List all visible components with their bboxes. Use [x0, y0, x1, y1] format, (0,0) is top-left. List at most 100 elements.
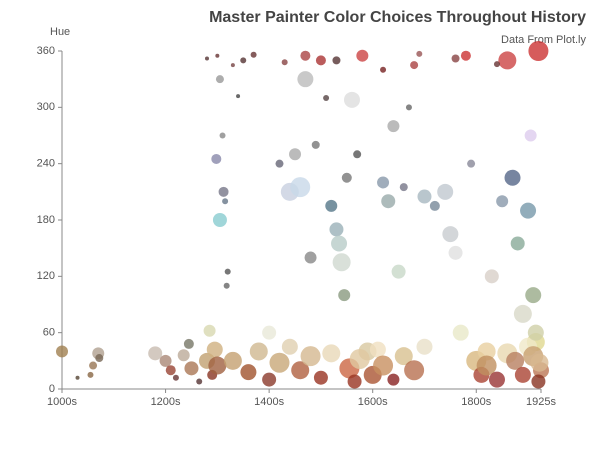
point	[510, 236, 525, 251]
x-tick-label: 1000s	[47, 396, 77, 408]
point	[89, 361, 98, 370]
point	[206, 341, 223, 358]
point	[297, 71, 314, 88]
point	[405, 104, 412, 111]
point	[281, 59, 288, 66]
y-tick-label: 0	[49, 383, 55, 395]
point	[347, 374, 362, 389]
point	[183, 338, 194, 349]
point	[230, 63, 235, 68]
point	[520, 202, 537, 219]
point	[177, 349, 190, 362]
point	[498, 51, 517, 70]
point	[437, 183, 454, 200]
point	[315, 55, 326, 66]
point	[381, 194, 396, 209]
point	[208, 356, 227, 375]
point	[404, 360, 425, 381]
point	[75, 375, 80, 380]
point	[417, 189, 432, 204]
point	[300, 346, 321, 367]
point	[488, 371, 505, 388]
point	[95, 354, 104, 363]
point	[531, 374, 546, 389]
point	[460, 50, 471, 61]
point	[165, 365, 176, 376]
point	[356, 49, 369, 62]
point	[452, 324, 469, 341]
y-tick-label: 180	[37, 214, 55, 226]
point	[448, 245, 463, 260]
point	[323, 94, 330, 101]
point	[353, 150, 362, 159]
point	[477, 342, 496, 361]
point	[148, 346, 163, 361]
point	[399, 183, 408, 192]
point	[172, 374, 179, 381]
point	[224, 268, 231, 275]
point	[331, 235, 348, 252]
point	[380, 66, 387, 73]
point	[211, 153, 222, 164]
point	[203, 324, 216, 337]
point	[506, 351, 525, 370]
point	[281, 338, 298, 355]
point	[222, 198, 229, 205]
point	[236, 94, 241, 99]
point	[289, 148, 302, 161]
point	[215, 75, 224, 84]
point	[322, 344, 341, 363]
point	[311, 140, 320, 149]
point	[525, 287, 542, 304]
point	[416, 50, 423, 57]
point	[442, 226, 459, 243]
point	[349, 348, 370, 369]
point	[373, 355, 394, 376]
point	[429, 200, 440, 211]
y-tick-label: 60	[43, 327, 55, 339]
y-tick-label: 360	[37, 45, 55, 57]
point	[184, 361, 199, 376]
point	[467, 159, 476, 168]
x-tick-label: 1600s	[358, 396, 388, 408]
point	[290, 177, 311, 198]
point	[304, 251, 317, 264]
point	[341, 172, 352, 183]
x-tick-label: 1925s	[526, 396, 556, 408]
point	[387, 373, 400, 386]
point	[223, 282, 230, 289]
point	[387, 120, 400, 133]
chart-title: Master Painter Color Choices Throughout …	[209, 9, 586, 26]
point	[250, 51, 257, 58]
chart-subtitle: Data From Plot.ly	[501, 34, 586, 46]
point	[484, 269, 499, 284]
point	[524, 129, 537, 142]
point	[87, 371, 94, 378]
point	[249, 342, 268, 361]
point	[391, 264, 406, 279]
x-tick-label: 1800s	[461, 396, 491, 408]
y-tick-label: 120	[37, 270, 55, 282]
y-tick-label: 300	[37, 101, 55, 113]
point	[275, 159, 284, 168]
point	[476, 355, 497, 376]
point	[325, 199, 338, 212]
point	[262, 325, 277, 340]
point	[527, 324, 544, 341]
x-tick-label: 1400s	[254, 396, 284, 408]
point	[416, 338, 433, 355]
point	[300, 50, 311, 61]
point	[394, 347, 413, 366]
point	[377, 176, 390, 189]
point	[513, 304, 532, 323]
point	[215, 53, 220, 58]
point	[218, 186, 229, 197]
point	[212, 213, 227, 227]
point	[56, 345, 68, 358]
point	[159, 354, 172, 367]
point	[410, 61, 419, 70]
point	[262, 372, 277, 387]
x-tick-label: 1200s	[151, 396, 181, 408]
point	[240, 364, 257, 381]
